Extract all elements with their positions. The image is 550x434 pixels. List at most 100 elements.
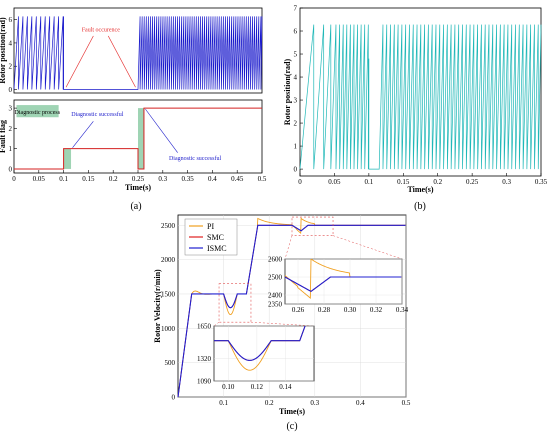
a-bottom-ytick-label: 0 — [9, 165, 13, 173]
a-diagnostic-process-label: Diagnostic process — [15, 110, 61, 116]
b-xtick-label: 0 — [298, 178, 302, 186]
a-diagnostic-success-label-2: Diagnostic successful — [169, 155, 221, 162]
a-top-ytick-label: 2 — [9, 63, 13, 71]
a-top-ylabel: Rotor position(rad) — [0, 17, 7, 84]
a-fault-arrow-right — [107, 35, 136, 88]
a-diagnostic-success-label-1: Diagnostic successful — [71, 111, 123, 118]
c-xtick-label: 0.2 — [265, 399, 274, 407]
a-bottom-ytick-label: 1 — [9, 145, 13, 153]
c-ytick-label: 2500 — [161, 222, 176, 230]
b-ytick-label: 7 — [294, 5, 298, 13]
a-bottom-xtick-label: 0.35 — [181, 175, 194, 183]
c-legend-label: ISMC — [207, 244, 227, 253]
b-xtick-label: 0.15 — [397, 178, 410, 186]
c-zoom-link — [213, 321, 220, 327]
a-top-series — [13, 16, 263, 90]
c-inset-xtick-label: 0.32 — [370, 306, 383, 314]
a-top-ytick-label: 6 — [9, 16, 13, 24]
b-xtick-label: 0.3 — [502, 178, 511, 186]
a-diagnostic-region — [63, 148, 72, 169]
a-bottom-ylabel: Fault flag — [0, 120, 7, 153]
b-ytick-label: 3 — [294, 97, 298, 105]
c-ytick-label: 500 — [165, 359, 176, 367]
c-inset-xtick-label: 0.12 — [251, 383, 264, 391]
c-ytick-label: 1000 — [161, 325, 176, 333]
c-inset-series-ismc — [214, 326, 306, 361]
a-top-ytick-label: 4 — [9, 39, 13, 47]
c-legend-label: PI — [207, 222, 214, 231]
b-ytick-label: 5 — [294, 51, 298, 59]
c-inset-ytick-label: 2600 — [268, 256, 283, 264]
b-ytick-label: 0 — [294, 166, 298, 174]
panel-label-c: (c) — [286, 421, 297, 432]
c-inset-ytick-label: 2400 — [268, 292, 283, 300]
panel-label-a: (a) — [130, 201, 141, 212]
b-xtick-label: 0.1 — [364, 178, 373, 186]
a-bottom-xtick-label: 0.25 — [132, 175, 145, 183]
c-zoom-link — [284, 235, 293, 260]
a-bottom-xtick-label: 0 — [12, 175, 16, 183]
a-bottom-xtick-label: 0.1 — [59, 175, 68, 183]
c-inset-xtick-label: 0.34 — [396, 306, 409, 314]
c-xtick-label: 0.5 — [402, 399, 411, 407]
b-ytick-label: 2 — [294, 120, 298, 128]
a-diag-arrow-1 — [72, 121, 94, 148]
a-diag-arrow-2 — [145, 108, 178, 153]
a-diagnostic-label-box — [16, 105, 59, 118]
c-inset-ytick-label: 1320 — [197, 355, 212, 363]
c-zoom-link — [250, 321, 315, 327]
c-ytick-label: 1500 — [161, 290, 176, 298]
c-zoom-box-2 — [291, 216, 334, 236]
c-inset-frame — [213, 325, 315, 382]
panel-label-b: (b) — [414, 201, 426, 212]
b-ytick-label: 4 — [294, 74, 298, 82]
c-inset-xtick-label: 0.26 — [292, 306, 305, 314]
a-top-ytick-label: 0 — [9, 86, 13, 94]
a-fault-annotation: Fault occurence — [82, 27, 120, 33]
a-fault-flag-series — [14, 107, 262, 170]
a-bottom-xtick-label: 0.2 — [109, 175, 118, 183]
b-xtick-label: 0.35 — [535, 178, 548, 186]
c-inset-ytick-label: 2350 — [268, 301, 283, 309]
c-inset-ytick-label: 1090 — [197, 378, 212, 386]
c-inset-ytick-label: 1650 — [197, 323, 212, 331]
c-ylabel: Rotor Velocity(r/min) — [153, 269, 162, 343]
c-xtick-label: 0.3 — [310, 399, 319, 407]
b-xlabel: Time(s) — [407, 185, 433, 194]
c-xtick-label: 0.1 — [219, 399, 228, 407]
a-bottom-xtick-label: 0.4 — [208, 175, 217, 183]
b-ytick-label: 6 — [294, 28, 298, 36]
c-inset-ytick-label: 2500 — [268, 274, 283, 282]
b-ytick-label: 1 — [294, 143, 298, 151]
c-legend-label: SMC — [207, 233, 224, 242]
c-inset-series-ismc — [285, 276, 402, 293]
c-inset-xtick-label: 0.10 — [222, 383, 235, 391]
a-bottom-ytick-label: 3 — [9, 105, 13, 113]
c-xlabel: Time(s) — [279, 407, 305, 416]
a-diagnostic-region — [138, 108, 144, 169]
b-xtick-label: 0.25 — [466, 178, 479, 186]
a-fault-arrow-left — [65, 35, 94, 88]
b-xtick-label: 0.2 — [433, 178, 442, 186]
b-series — [299, 24, 542, 170]
a-bottom-xtick-label: 0.5 — [258, 175, 267, 183]
a-bottom-ytick-label: 2 — [9, 125, 13, 133]
c-xtick-label: 0.4 — [356, 399, 365, 407]
a-bottom-xtick-label: 0.15 — [82, 175, 95, 183]
c-zoom-box-1 — [218, 283, 252, 323]
a-xlabel: Time(s) — [125, 183, 151, 192]
c-inset-xtick-label: 0.28 — [318, 306, 331, 314]
a-bottom-xtick-label: 0.3 — [158, 175, 167, 183]
b-ylabel: Rotor position(rad) — [283, 59, 292, 126]
c-inset-frame — [284, 258, 403, 305]
c-inset-xtick-label: 0.14 — [279, 383, 292, 391]
c-series-ismc — [177, 224, 406, 398]
c-zoom-link — [332, 235, 403, 260]
a-bottom-xtick-label: 0.45 — [231, 175, 244, 183]
b-xtick-label: 0.05 — [328, 178, 341, 186]
c-ytick-label: 2000 — [161, 256, 176, 264]
a-bottom-xtick-label: 0.05 — [33, 175, 46, 183]
c-inset-xtick-label: 0.30 — [344, 306, 357, 314]
c-ytick-label: 0 — [172, 394, 176, 402]
